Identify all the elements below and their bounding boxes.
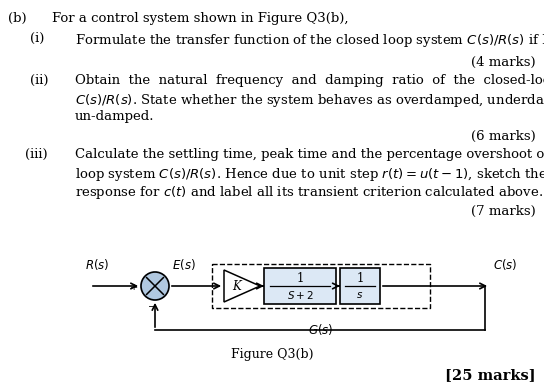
Text: Calculate the settling time, peak time and the percentage overshoot of the close: Calculate the settling time, peak time a… [75,148,544,161]
Text: $C(s)/R(s)$. State whether the system behaves as overdamped, underdamped or: $C(s)/R(s)$. State whether the system be… [75,92,544,109]
Text: For a control system shown in Figure Q3(b),: For a control system shown in Figure Q3(… [52,12,349,25]
Text: 1: 1 [356,273,364,285]
Text: 1: 1 [296,273,304,285]
FancyBboxPatch shape [264,268,336,304]
Text: (7 marks): (7 marks) [471,205,536,218]
Text: Figure Q3(b): Figure Q3(b) [231,348,313,361]
Text: K: K [233,280,242,292]
Text: response for $c(t)$ and label all its transient criterion calculated above.: response for $c(t)$ and label all its tr… [75,184,543,201]
Text: un-damped.: un-damped. [75,110,154,123]
Text: −: − [148,303,156,312]
Text: (b): (b) [8,12,27,25]
Text: $R(s)$: $R(s)$ [85,257,109,272]
Text: loop system $C(s)/R(s)$. Hence due to unit step $r(t) = u(t-1)$, sketch the time: loop system $C(s)/R(s)$. Hence due to un… [75,166,544,183]
Text: $s$: $s$ [356,290,363,300]
Text: Formulate the transfer function of the closed loop system $C(s)/R(s)$ if K=200.: Formulate the transfer function of the c… [75,32,544,49]
Polygon shape [224,270,260,302]
Text: $G(s)$: $G(s)$ [308,322,333,337]
Text: (6 marks): (6 marks) [471,130,536,143]
Text: (iii): (iii) [25,148,48,161]
FancyBboxPatch shape [340,268,380,304]
Text: (ii): (ii) [30,74,48,87]
Text: $S+2$: $S+2$ [287,289,313,301]
Text: Obtain  the  natural  frequency  and  damping  ratio  of  the  closed-loop  syst: Obtain the natural frequency and damping… [75,74,544,87]
Text: (4 marks): (4 marks) [471,56,536,69]
Circle shape [141,272,169,300]
Text: $E(s)$: $E(s)$ [172,257,196,272]
Text: +: + [130,284,138,292]
Text: (i): (i) [30,32,45,45]
Text: [25 marks]: [25 marks] [446,368,536,382]
Text: $C(s)$: $C(s)$ [493,257,517,272]
